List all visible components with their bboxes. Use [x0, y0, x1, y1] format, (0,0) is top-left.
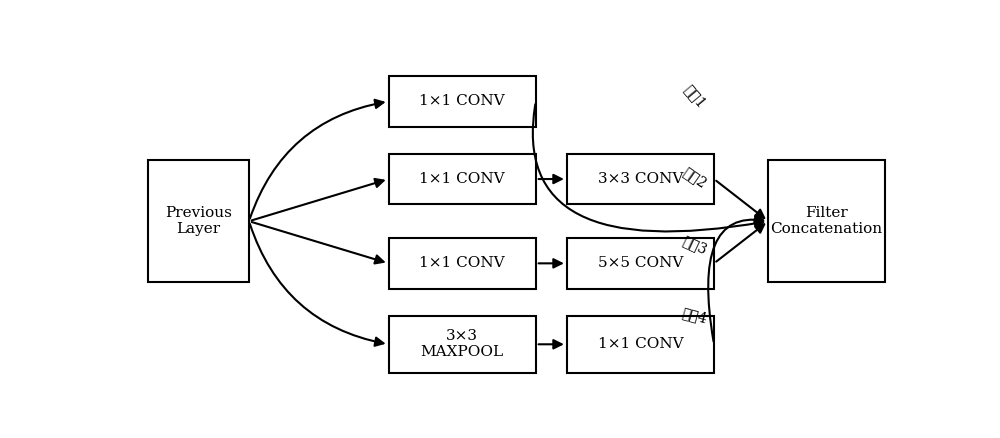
- FancyBboxPatch shape: [388, 316, 536, 373]
- Text: Previous
Layer: Previous Layer: [165, 206, 232, 236]
- FancyBboxPatch shape: [388, 154, 536, 204]
- Text: 1×1 CONV: 1×1 CONV: [419, 256, 505, 270]
- FancyBboxPatch shape: [148, 160, 249, 282]
- Text: 1×1 CONV: 1×1 CONV: [419, 95, 505, 109]
- FancyBboxPatch shape: [567, 238, 714, 289]
- FancyBboxPatch shape: [388, 76, 536, 127]
- Text: 分支1: 分支1: [681, 82, 708, 111]
- Text: 5×5 CONV: 5×5 CONV: [598, 256, 683, 270]
- FancyBboxPatch shape: [388, 238, 536, 289]
- FancyBboxPatch shape: [768, 160, 885, 282]
- Text: 1×1 CONV: 1×1 CONV: [598, 337, 683, 351]
- Text: 3×3 CONV: 3×3 CONV: [598, 172, 683, 186]
- Text: 分支2: 分支2: [680, 164, 709, 191]
- Text: 3×3
MAXPOOL: 3×3 MAXPOOL: [421, 329, 504, 360]
- Text: 分支3: 分支3: [680, 233, 709, 257]
- Text: Filter
Concatenation: Filter Concatenation: [770, 206, 882, 236]
- FancyBboxPatch shape: [567, 316, 714, 373]
- Text: 分支4: 分支4: [680, 306, 709, 326]
- FancyBboxPatch shape: [567, 154, 714, 204]
- Text: 1×1 CONV: 1×1 CONV: [419, 172, 505, 186]
